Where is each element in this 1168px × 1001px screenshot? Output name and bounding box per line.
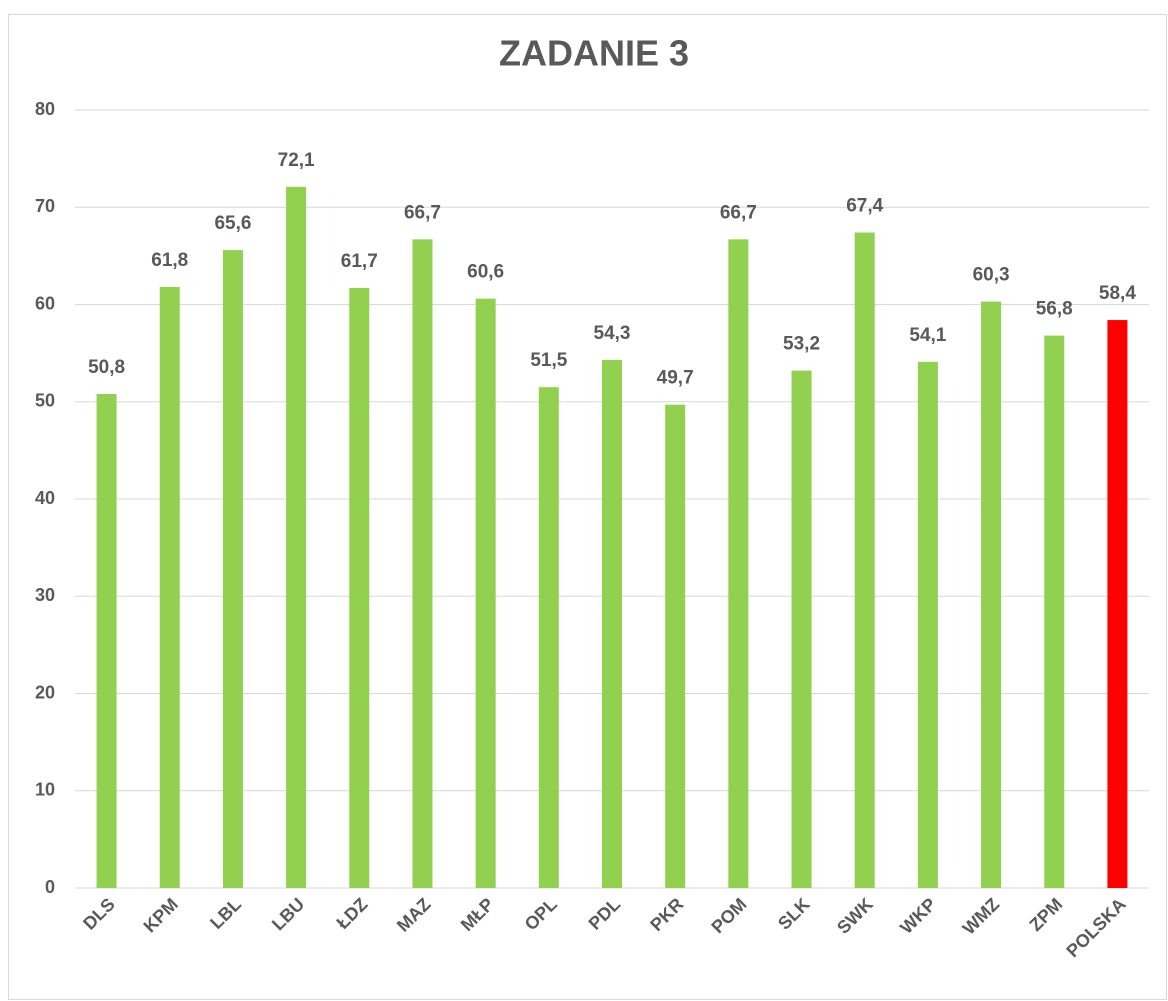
data-label: 66,7 <box>404 202 441 223</box>
data-label: 60,6 <box>467 262 504 283</box>
data-label: 54,3 <box>594 323 631 344</box>
data-label: 53,2 <box>783 334 820 355</box>
data-label: 54,1 <box>909 325 946 346</box>
bar <box>1107 320 1128 888</box>
bar <box>475 298 496 888</box>
data-label: 72,1 <box>278 150 315 171</box>
y-tick-label: 40 <box>35 488 55 508</box>
data-label: 51,5 <box>530 350 567 371</box>
bar <box>981 301 1002 888</box>
y-tick-label: 20 <box>35 682 55 702</box>
data-label: 67,4 <box>846 196 883 217</box>
data-label: 56,8 <box>1036 299 1073 320</box>
chart-frame <box>8 14 1167 1000</box>
data-label: 50,8 <box>88 357 125 378</box>
bar <box>159 286 180 888</box>
bar <box>1044 335 1065 888</box>
bar <box>854 232 875 888</box>
data-label: 61,8 <box>151 250 188 271</box>
data-label: 58,4 <box>1099 283 1136 304</box>
bar <box>222 250 243 889</box>
bar <box>728 239 749 888</box>
y-tick-label: 60 <box>35 293 55 313</box>
y-tick-label: 80 <box>35 99 55 119</box>
bar <box>791 370 812 888</box>
data-label: 49,7 <box>657 368 694 389</box>
bar <box>602 359 622 888</box>
y-tick-label: 50 <box>35 391 55 411</box>
data-label: 60,3 <box>973 265 1010 286</box>
data-label: 66,7 <box>720 202 757 223</box>
y-tick-label: 10 <box>35 780 55 800</box>
bar <box>96 393 117 888</box>
bar <box>538 387 559 888</box>
data-label: 65,6 <box>214 213 251 234</box>
bar <box>412 239 433 888</box>
y-tick-label: 30 <box>35 585 55 605</box>
bar <box>917 361 938 888</box>
bar <box>665 404 686 888</box>
y-tick-label: 70 <box>35 196 55 216</box>
chart-title: ZADANIE 3 <box>499 33 689 74</box>
bar <box>286 186 307 888</box>
y-tick-label: 0 <box>45 877 55 897</box>
bar <box>349 287 370 888</box>
data-label: 61,7 <box>341 251 378 272</box>
